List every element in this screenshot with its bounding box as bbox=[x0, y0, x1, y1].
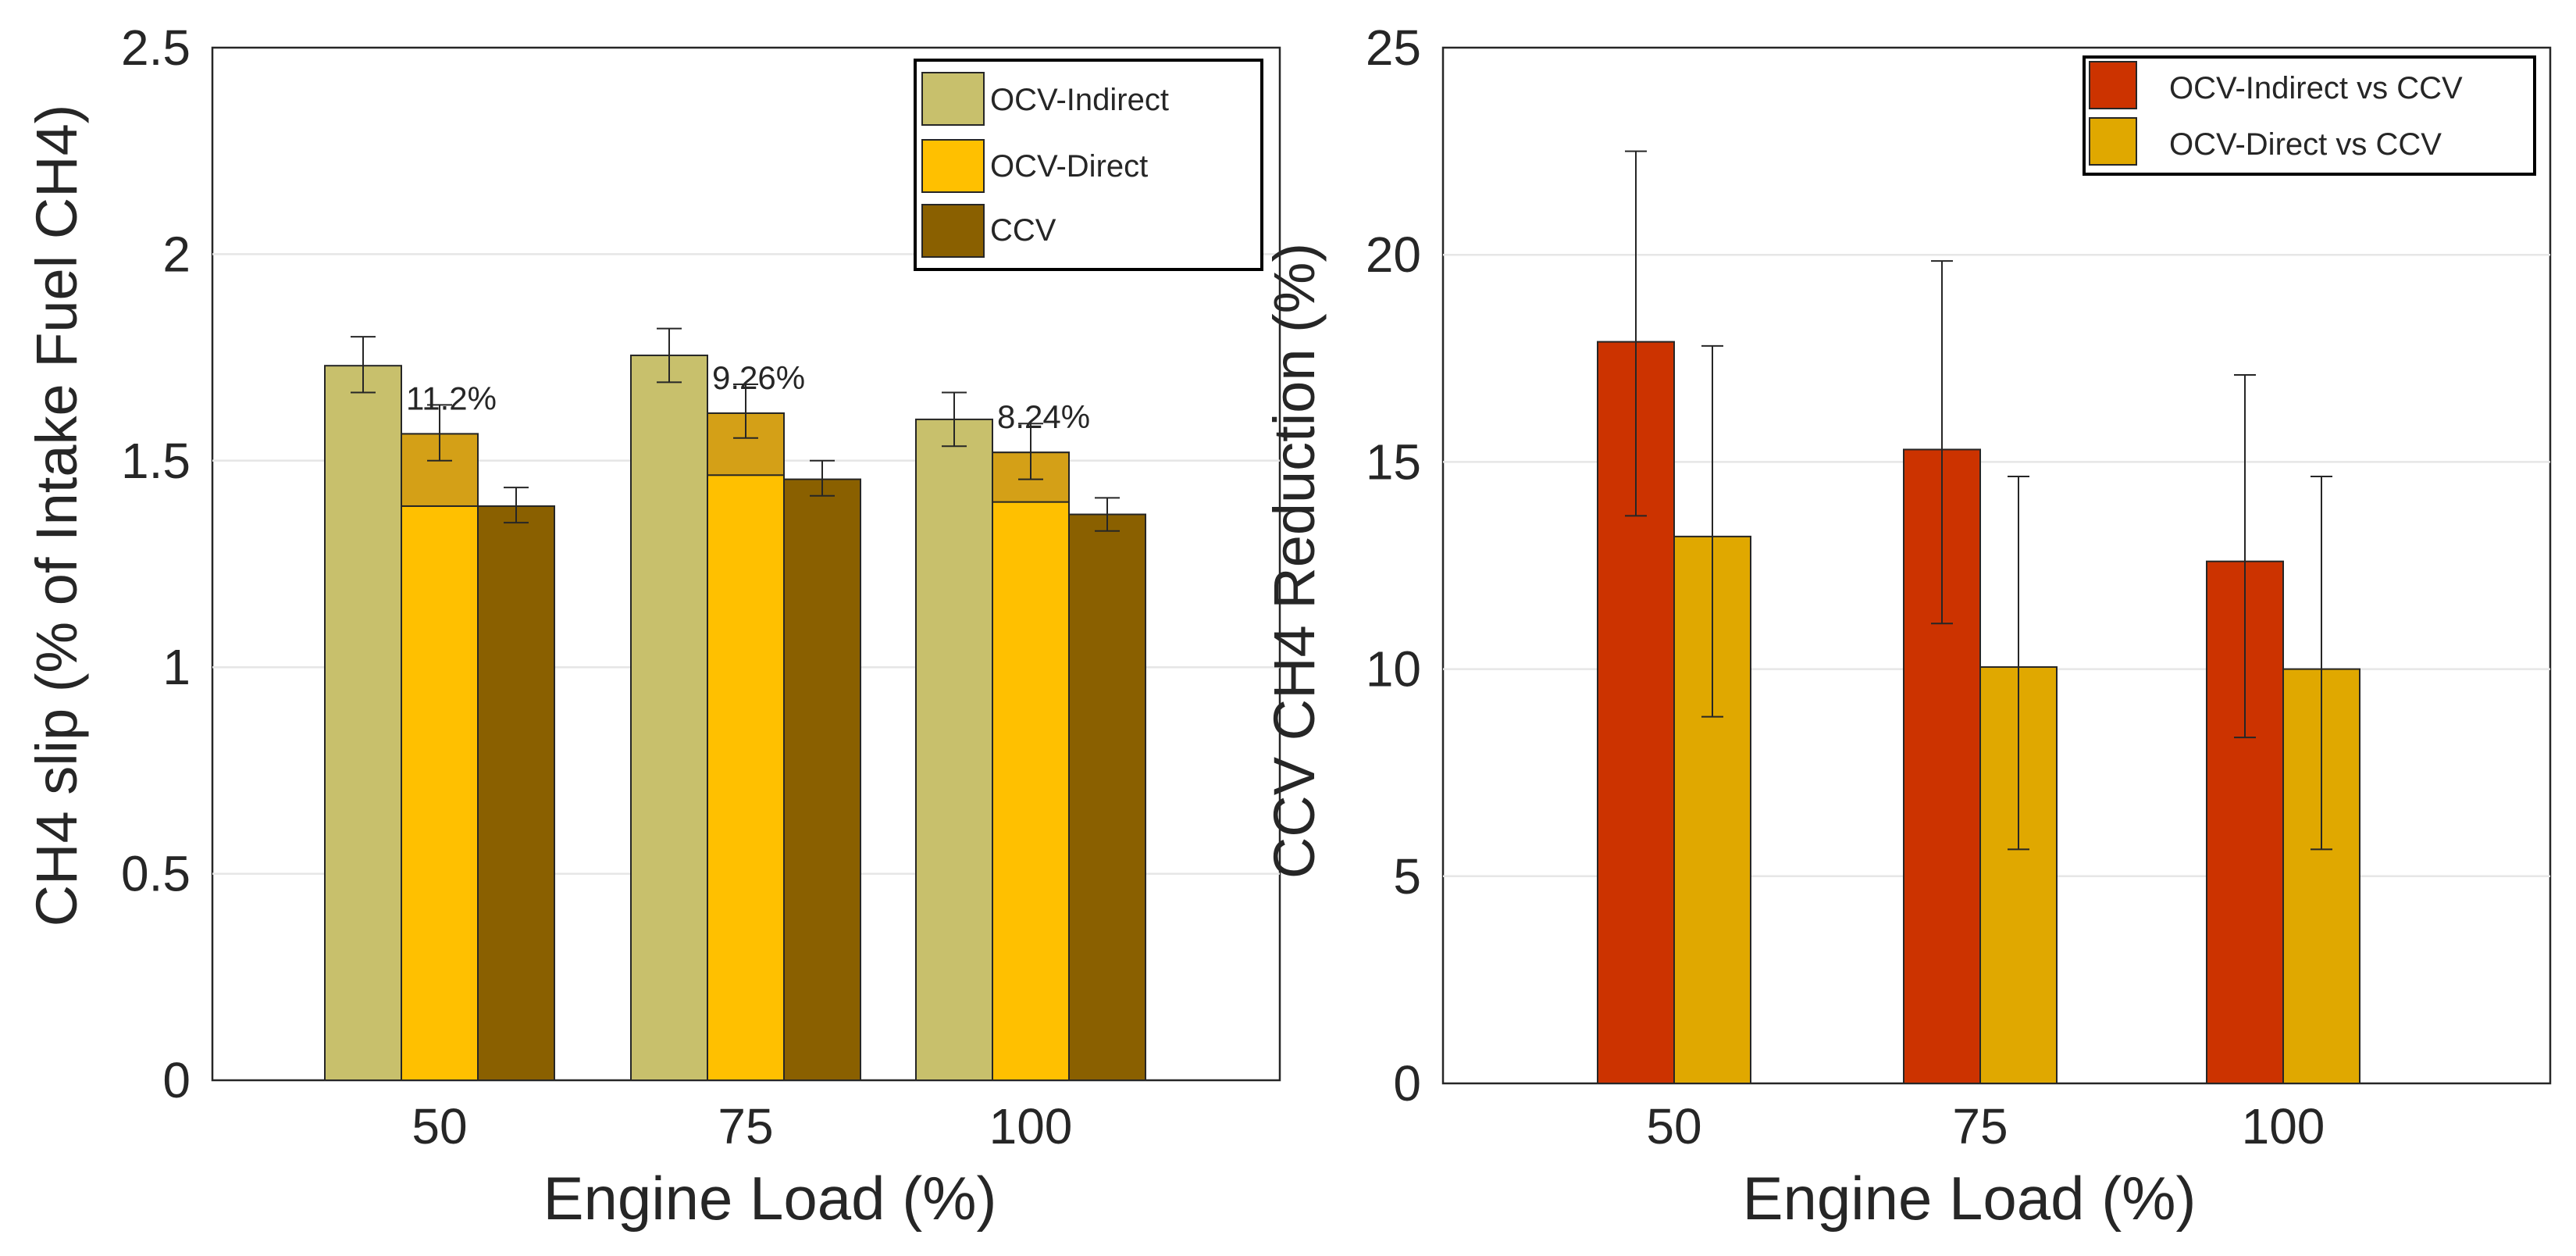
left-x-axis-label: Engine Load (%) bbox=[543, 1164, 996, 1233]
right-x-tick-label: 100 bbox=[2242, 1098, 2325, 1154]
left-y-tick-label: 1.5 bbox=[121, 433, 191, 489]
left-x-tick-label: 75 bbox=[718, 1098, 773, 1154]
left-legend: OCV-Indirect OCV-Direct CCV bbox=[914, 59, 1263, 271]
bar-ccv bbox=[477, 505, 555, 1081]
right-y-tick-label: 5 bbox=[1393, 848, 1421, 905]
legend-label-ccv: CCV bbox=[990, 213, 1056, 248]
right-legend-box bbox=[2083, 55, 2536, 176]
legend-label-ocv-indirect: OCV-Indirect bbox=[990, 83, 1169, 117]
left-y-tick-label: 2.5 bbox=[121, 20, 191, 76]
left-chart-panel: Engine Load (%) CH4 slip (% of Intake Fu… bbox=[24, 20, 1281, 1233]
bar-ccv bbox=[1068, 513, 1146, 1081]
left-x-tick-label: 50 bbox=[412, 1098, 467, 1154]
legend-label-ocv-indirect-vs-ccv: OCV-Indirect vs CCV bbox=[2169, 71, 2463, 105]
bar-ocv-indirect bbox=[324, 365, 402, 1081]
left-y-tick-label: 0 bbox=[162, 1052, 191, 1108]
right-x-tick-label: 75 bbox=[1952, 1098, 2008, 1154]
right-y-tick-label: 25 bbox=[1366, 20, 1421, 76]
legend-swatch-ocv-direct bbox=[921, 139, 985, 193]
left-y-tick-label: 2 bbox=[162, 226, 191, 282]
bar-ocv-indirect bbox=[915, 418, 993, 1081]
bar-ocv-direct-vs-ccv bbox=[1673, 535, 1751, 1084]
legend-label-ocv-direct-vs-ccv: OCV-Direct vs CCV bbox=[2169, 127, 2442, 162]
right-plot-area: 0 5 10 15 20 25 50 75 100 bbox=[1366, 20, 2552, 1154]
percent-annotation: 8.24% bbox=[997, 398, 1090, 435]
right-x-axis-label: Engine Load (%) bbox=[1742, 1164, 2196, 1233]
right-y-tick-label: 15 bbox=[1366, 434, 1421, 490]
legend-swatch-ocv-indirect-vs-ccv bbox=[2089, 61, 2137, 109]
legend-label-ocv-direct: OCV-Direct bbox=[990, 149, 1148, 184]
legend-swatch-ocv-direct-vs-ccv bbox=[2089, 117, 2137, 166]
right-x-tick-label: 50 bbox=[1646, 1098, 1701, 1154]
percent-annotation: 9.26% bbox=[712, 359, 805, 396]
bar-ocv-direct bbox=[707, 412, 785, 1081]
left-y-tick-label: 1 bbox=[162, 639, 191, 695]
left-y-tick-label: 0.5 bbox=[121, 846, 191, 902]
bar-ocv-indirect bbox=[630, 354, 708, 1081]
percent-annotation: 11.2% bbox=[406, 380, 497, 416]
bar-ocv-direct bbox=[992, 451, 1070, 1081]
bar-ccv bbox=[783, 478, 861, 1081]
bar-ocv-direct bbox=[401, 433, 479, 1081]
left-x-tick-label: 100 bbox=[989, 1098, 1073, 1154]
right-y-tick-label: 0 bbox=[1393, 1055, 1421, 1111]
legend-swatch-ccv bbox=[921, 204, 985, 258]
left-y-axis-label: CH4 slip (% of Intake Fuel CH4) bbox=[24, 105, 89, 927]
right-y-axis-label: CCV CH4 Reduction (%) bbox=[1262, 243, 1327, 879]
right-legend: OCV-Indirect vs CCV OCV-Direct vs CCV bbox=[2083, 55, 2536, 176]
legend-swatch-ocv-indirect bbox=[921, 72, 985, 126]
right-y-tick-label: 10 bbox=[1366, 641, 1421, 698]
right-chart-panel: Engine Load (%) CCV CH4 Reduction (%) 0 5… bbox=[1262, 20, 2552, 1233]
right-y-tick-label: 20 bbox=[1366, 227, 1421, 283]
